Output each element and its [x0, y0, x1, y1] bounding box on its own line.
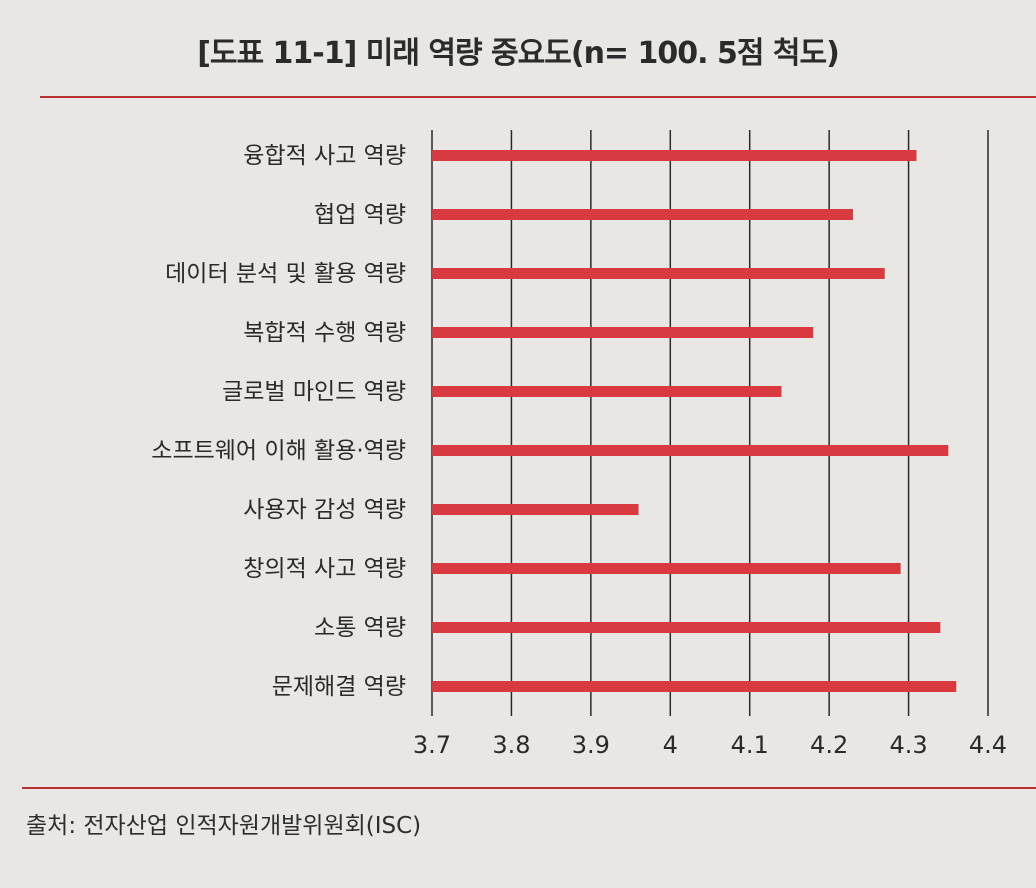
category-label: 협업 역량 [314, 202, 406, 228]
bar [432, 681, 957, 692]
bar [432, 386, 782, 397]
x-tick-label: 4.4 [969, 731, 1007, 759]
category-label: 사용자 감성 역량 [243, 497, 406, 523]
category-label: 소프트웨어 이해 활용·역량 [151, 438, 406, 464]
category-label: 복합적 수행 역량 [243, 320, 406, 346]
x-tick-label: 4.3 [889, 731, 927, 759]
category-label: 문제해결 역량 [272, 674, 406, 700]
x-tick-label: 3.9 [572, 731, 610, 759]
category-label: 융합적 사고 역량 [243, 143, 406, 169]
x-tick-label: 4.2 [810, 731, 848, 759]
bar [432, 209, 853, 220]
category-label: 데이터 분석 및 활용 역량 [165, 261, 406, 287]
bar [432, 445, 949, 456]
bar [432, 504, 639, 515]
bar [432, 563, 901, 574]
title-rule [40, 96, 1036, 98]
category-label: 창의적 사고 역량 [243, 556, 406, 582]
x-tick-label: 4 [663, 731, 678, 759]
bar [432, 268, 885, 279]
x-tick-label: 4.1 [731, 731, 769, 759]
x-tick-label: 3.8 [492, 731, 530, 759]
source-rule [22, 787, 1036, 789]
bar [432, 327, 814, 338]
category-label: 소통 역량 [314, 615, 406, 641]
category-label: 글로벌 마인드 역량 [222, 379, 406, 405]
bar [432, 622, 941, 633]
chart-title: [도표 11-1] 미래 역량 중요도(n= 100. 5점 척도) [197, 36, 840, 71]
bar [432, 150, 917, 161]
x-tick-label: 3.7 [413, 731, 451, 759]
source-note: 출처: 전자산업 인적자원개발위원회(ISC) [26, 813, 422, 839]
